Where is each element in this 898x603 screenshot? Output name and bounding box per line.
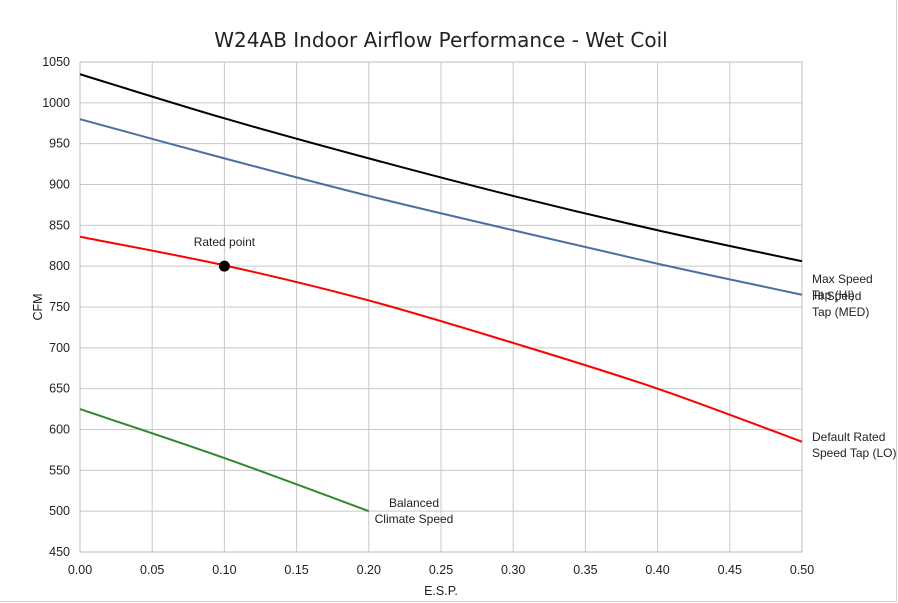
rated-point-label: Rated point	[194, 235, 256, 249]
series-label: Balanced	[389, 496, 439, 510]
y-tick-label: 750	[49, 300, 70, 314]
x-tick-labels: 0.00 0.05 0.10 0.15 0.20 0.25 0.30 0.35 0.40 0.45…	[68, 563, 814, 577]
y-tick-label: 700	[49, 341, 70, 355]
x-tick-label: 0.40	[645, 563, 669, 577]
y-tick-label: 1050	[42, 55, 70, 69]
series-label: Tap (MED)	[812, 305, 869, 319]
x-tick-label: 0.35	[573, 563, 597, 577]
series-label: Hi Speed	[812, 289, 861, 303]
series-label: Max Speed	[812, 272, 873, 286]
plot-area	[79, 61, 803, 553]
x-tick-label: 0.00	[68, 563, 92, 577]
y-tick-label: 450	[49, 545, 70, 559]
series-line	[79, 408, 370, 513]
x-tick-label: 0.20	[357, 563, 381, 577]
x-tick-label: 0.50	[790, 563, 814, 577]
y-tick-label: 850	[49, 218, 70, 232]
series-label: Climate Speed	[375, 512, 454, 526]
x-axis-label: E.S.P.	[424, 584, 458, 598]
y-tick-labels: 450 500 550 600 650 700 750 800 850 900 950 1000 105…	[42, 55, 70, 559]
chart-title: W24AB Indoor Airflow Performance - Wet C…	[214, 28, 667, 52]
y-tick-label: 650	[49, 382, 70, 396]
x-tick-label: 0.10	[212, 563, 236, 577]
x-tick-label: 0.30	[501, 563, 525, 577]
y-axis-label: CFM	[31, 293, 45, 320]
series-lines	[79, 73, 803, 513]
y-tick-label: 1000	[42, 96, 70, 110]
series-labels: Max Speed Tap (HI)Hi Speed Tap (MED) Defaul…	[375, 272, 897, 526]
x-tick-label: 0.05	[140, 563, 164, 577]
y-tick-label: 550	[49, 463, 70, 477]
y-tick-label: 800	[49, 259, 70, 273]
y-tick-label: 500	[49, 504, 70, 518]
y-tick-label: 900	[49, 178, 70, 192]
y-tick-label: 950	[49, 137, 70, 151]
y-tick-label: 600	[49, 423, 70, 437]
x-tick-label: 0.15	[284, 563, 308, 577]
series-label: Tap (HI)	[812, 288, 855, 302]
series-label: Default Rated	[812, 430, 885, 444]
annotations: Rated point	[194, 235, 256, 272]
series-line	[79, 73, 803, 263]
x-tick-label: 0.45	[718, 563, 742, 577]
grid	[79, 61, 803, 553]
series-line	[79, 235, 803, 443]
x-tick-label: 0.25	[429, 563, 453, 577]
series-line	[79, 118, 803, 296]
series-label: Speed Tap (LO)	[812, 446, 897, 460]
rated-point-marker	[218, 260, 230, 272]
